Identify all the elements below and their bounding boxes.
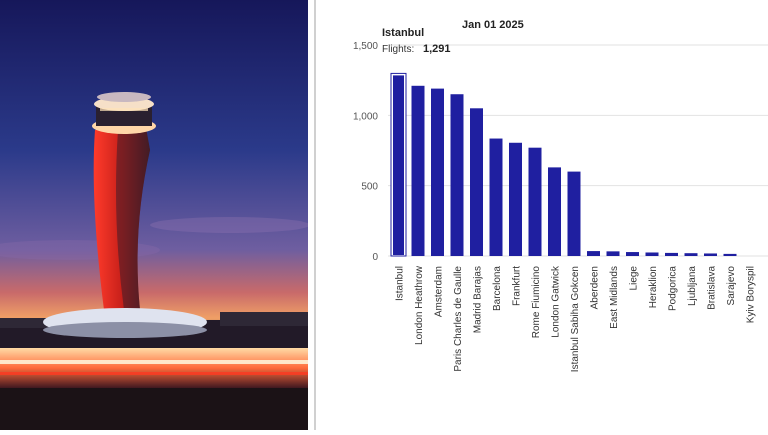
tooltip-flights-label: Flights: bbox=[382, 44, 414, 55]
flights-bar-chart: 0 500 1,000 1,500 Istanbul London Heathrow Am… bbox=[316, 0, 768, 430]
x-category-label: Istanbul bbox=[395, 266, 406, 301]
x-category-label: Madrid Barajas bbox=[473, 266, 484, 333]
tooltip-date: Jan 01 2025 bbox=[462, 19, 524, 31]
x-category-label: Frankfurt bbox=[512, 266, 523, 306]
x-category-label: Ljubljana bbox=[687, 266, 698, 306]
x-category-label: Aberdeen bbox=[590, 266, 601, 309]
x-category-label: London Gatwick bbox=[551, 265, 562, 338]
x-category-label: Kyiv Boryspil bbox=[746, 266, 757, 323]
bar[interactable] bbox=[645, 252, 659, 256]
bar[interactable] bbox=[723, 253, 737, 256]
bar[interactable] bbox=[450, 94, 464, 256]
bar[interactable] bbox=[606, 251, 620, 256]
bar[interactable] bbox=[704, 253, 717, 256]
x-category-label: Paris Charles de Gaulle bbox=[453, 266, 464, 372]
x-category-label: Barcelona bbox=[492, 266, 503, 311]
bar[interactable] bbox=[470, 108, 483, 256]
bar[interactable] bbox=[626, 252, 639, 256]
bar[interactable] bbox=[431, 88, 444, 257]
bar[interactable] bbox=[587, 251, 600, 256]
bar[interactable] bbox=[567, 171, 581, 256]
airport-tower-photo bbox=[0, 0, 308, 430]
x-category-label: Sarajevo bbox=[726, 266, 737, 306]
bar[interactable] bbox=[391, 73, 406, 257]
tooltip-airport-name: Istanbul bbox=[382, 27, 424, 39]
y-tick-label: 1,500 bbox=[353, 41, 378, 52]
x-category-label: London Heathrow bbox=[414, 265, 425, 345]
x-category-label: Rome Fiumicino bbox=[531, 266, 542, 339]
bar[interactable] bbox=[665, 252, 678, 256]
bar[interactable] bbox=[509, 142, 522, 256]
x-category-label: East Midlands bbox=[609, 266, 620, 329]
x-category-label: Istanbul Sabiha Gokcen bbox=[570, 266, 581, 372]
bar[interactable] bbox=[411, 85, 425, 256]
y-tick-label: 0 bbox=[372, 252, 378, 263]
bar[interactable] bbox=[489, 138, 503, 256]
x-category-label: Amsterdam bbox=[434, 266, 445, 317]
bar-highlight-outline bbox=[390, 72, 407, 257]
y-tick-label: 1,000 bbox=[353, 111, 378, 122]
bar[interactable] bbox=[528, 147, 542, 256]
panel-divider bbox=[314, 0, 316, 430]
bar[interactable] bbox=[684, 253, 698, 256]
x-category-label: Liege bbox=[629, 266, 640, 291]
x-category-label: Bratislava bbox=[707, 266, 718, 310]
y-tick-label: 500 bbox=[361, 182, 378, 193]
bar[interactable] bbox=[548, 167, 561, 256]
x-category-label: Podgorica bbox=[668, 266, 679, 311]
tooltip-flights-value: 1,291 bbox=[423, 43, 451, 55]
x-category-label: Heraklion bbox=[648, 266, 659, 308]
